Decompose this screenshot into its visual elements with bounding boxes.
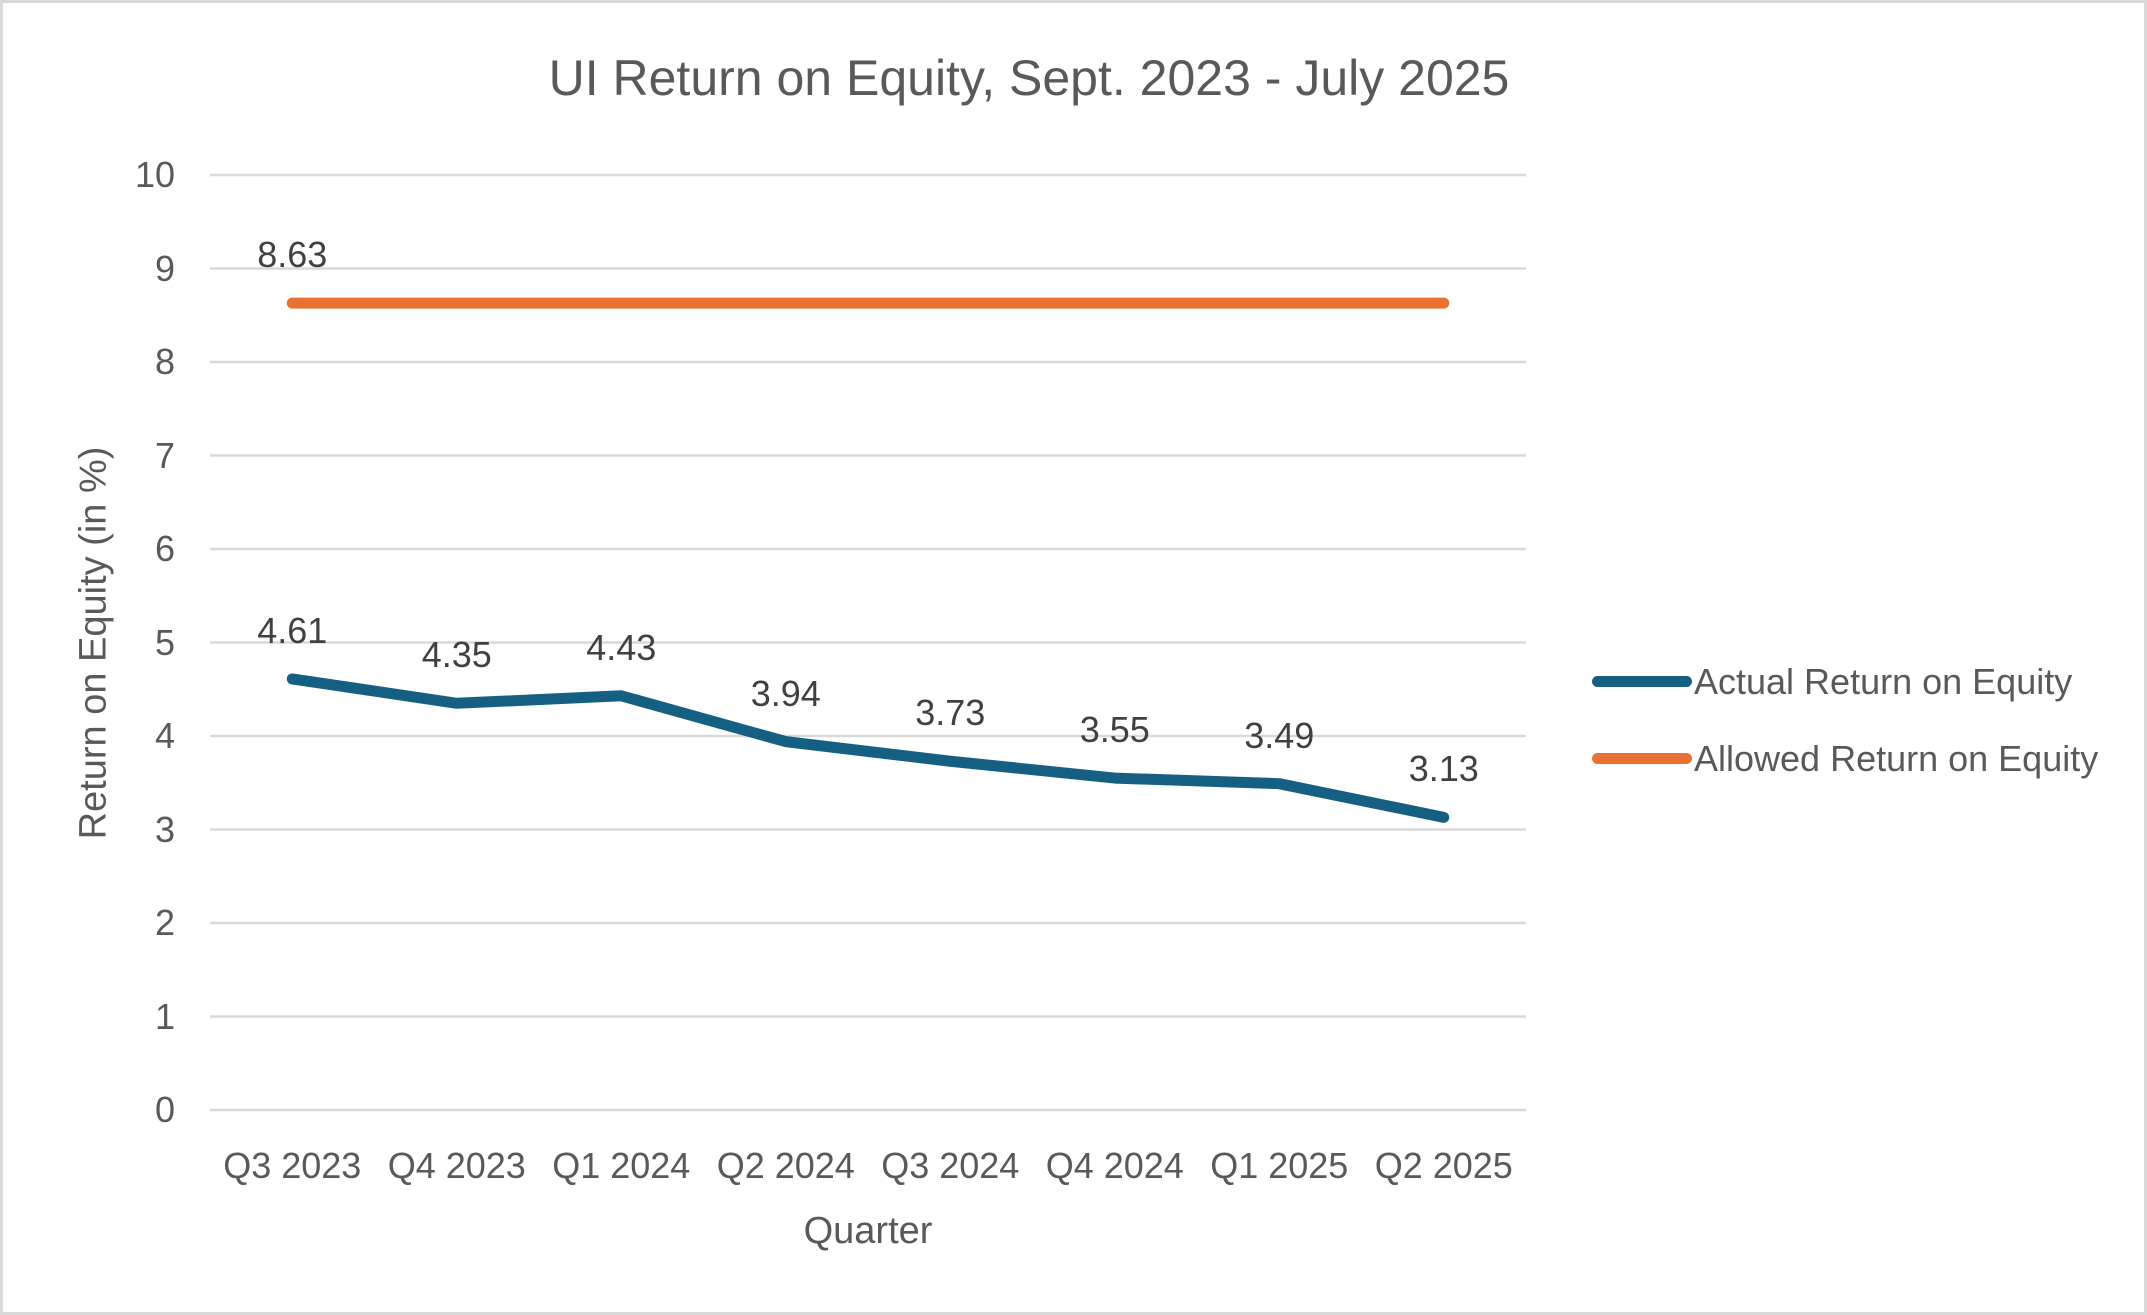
data-label: 8.63 bbox=[257, 234, 328, 276]
x-tick-label: Q3 2023 bbox=[223, 1145, 362, 1186]
chart-title: UI Return on Equity, Sept. 2023 - July 2… bbox=[548, 50, 1510, 106]
x-axis-title: Quarter bbox=[803, 1210, 933, 1252]
x-tick-label: Q2 2024 bbox=[716, 1145, 855, 1186]
x-tick-label: Q4 2024 bbox=[1045, 1145, 1184, 1186]
y-tick-label: 8 bbox=[154, 341, 175, 382]
data-label: 4.61 bbox=[257, 609, 328, 651]
x-tick-label: Q1 2024 bbox=[552, 1145, 691, 1186]
legend-line-swatch-actual bbox=[1592, 676, 1692, 687]
plot-area bbox=[210, 173, 1526, 1112]
y-tick-label: 7 bbox=[154, 434, 175, 476]
data-label: 3.55 bbox=[1079, 709, 1150, 751]
y-tick-label: 9 bbox=[154, 247, 175, 289]
data-label: 3.94 bbox=[750, 672, 821, 714]
y-tick-label: 3 bbox=[154, 808, 175, 850]
y-tick-label: 1 bbox=[154, 995, 175, 1037]
data-label: 3.13 bbox=[1408, 748, 1479, 790]
data-label: 4.43 bbox=[586, 626, 657, 668]
legend-label-allowed: Allowed Return on Equity bbox=[1694, 737, 2099, 779]
y-tick-label: 6 bbox=[154, 528, 175, 569]
y-tick-label: 0 bbox=[154, 1089, 175, 1130]
x-tick-label: Q2 2025 bbox=[1374, 1145, 1513, 1186]
series-line-actual-return-on-equity bbox=[286, 673, 1450, 823]
y-tick-label: 10 bbox=[134, 154, 175, 195]
data-label: 4.35 bbox=[421, 634, 492, 676]
legend-item-actual-return-on-equity: Actual Return on Equity bbox=[1592, 643, 2098, 720]
legend-label-actual: Actual Return on Equity bbox=[1694, 660, 2073, 702]
legend-line-swatch-allowed bbox=[1592, 753, 1692, 764]
y-tick-label: 2 bbox=[154, 902, 175, 943]
x-tick-label: Q4 2023 bbox=[387, 1145, 526, 1186]
legend: Actual Return on Equity Allowed Return o… bbox=[1592, 643, 2098, 797]
y-tick-label: 5 bbox=[154, 621, 175, 663]
legend-item-allowed-return-on-equity: Allowed Return on Equity bbox=[1592, 720, 2098, 797]
x-tick-label: Q1 2025 bbox=[1210, 1145, 1349, 1186]
data-label: 3.73 bbox=[915, 692, 986, 734]
y-tick-label: 4 bbox=[154, 715, 175, 756]
x-tick-label: Q3 2024 bbox=[881, 1145, 1020, 1186]
data-label: 3.49 bbox=[1244, 714, 1315, 756]
